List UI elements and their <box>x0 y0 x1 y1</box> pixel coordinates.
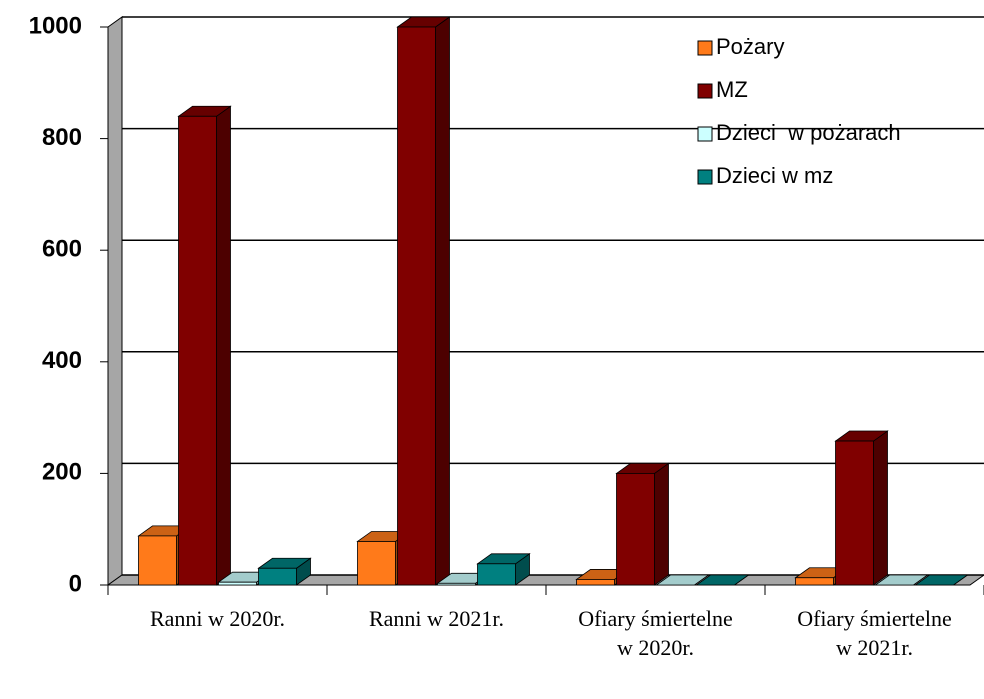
bar-side <box>654 462 669 586</box>
y-tick-label: 1000 <box>29 12 82 39</box>
x-tick-label: Ranni w 2020r. <box>149 606 286 631</box>
bar-side <box>873 430 888 586</box>
bar-side <box>435 16 450 586</box>
bar <box>576 579 615 586</box>
bar <box>138 535 177 586</box>
bar <box>795 577 834 586</box>
x-tick-label: Ofiary śmiertelne w 2021r. <box>797 606 952 660</box>
bar-top <box>695 574 750 586</box>
y-tick-label: 0 <box>69 570 82 597</box>
bar-side <box>216 105 231 586</box>
y-tick-label: 800 <box>42 124 82 151</box>
bar <box>357 541 396 586</box>
legend-swatch <box>697 169 713 185</box>
left-wall <box>107 16 123 586</box>
bar-top <box>914 574 969 586</box>
x-tick-label: Ofiary śmiertelne w 2020r. <box>578 606 733 660</box>
legend-label: Dzieci w mz <box>716 163 833 188</box>
bar <box>477 563 516 586</box>
bar <box>437 582 476 586</box>
bar <box>835 440 874 586</box>
y-tick-label: 400 <box>42 347 82 374</box>
y-tick-label: 200 <box>42 459 82 486</box>
bar <box>178 115 217 586</box>
bar <box>397 26 436 586</box>
bar-top <box>655 574 710 586</box>
bar <box>616 472 655 586</box>
bar-top <box>874 574 929 586</box>
bar <box>218 581 257 586</box>
bar <box>258 567 297 586</box>
legend-label: Dzieci w pożarach <box>716 120 901 145</box>
legend-swatch <box>697 83 713 99</box>
legend-swatch <box>697 126 713 142</box>
legend-swatch <box>697 40 713 56</box>
legend-label: Pożary <box>716 34 784 59</box>
y-tick-label: 600 <box>42 236 82 263</box>
x-tick-label: Ranni w 2021r. <box>368 606 505 631</box>
legend-label: MZ <box>716 77 748 102</box>
